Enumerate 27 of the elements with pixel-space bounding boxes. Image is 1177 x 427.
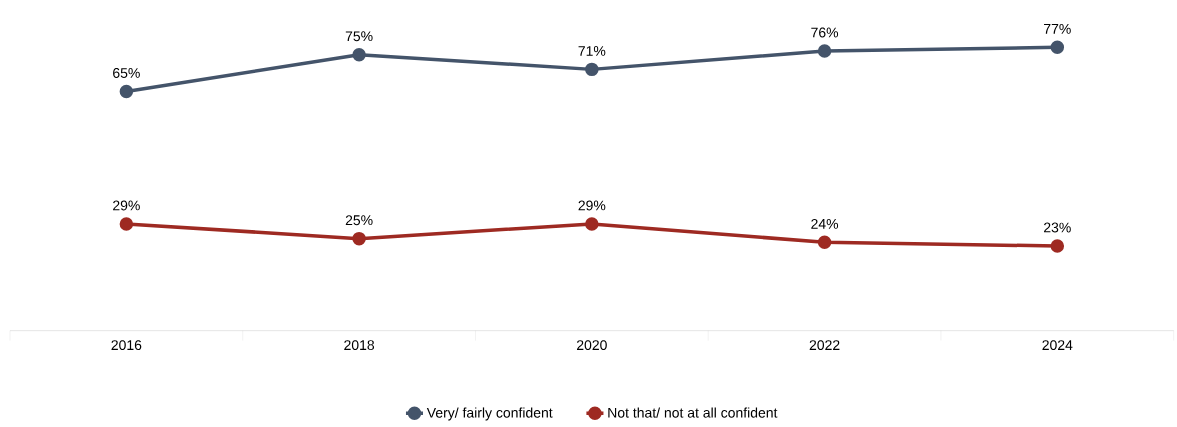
point (817, 44, 832, 58)
point (352, 48, 366, 62)
data-label: 65% (113, 68, 140, 79)
x-tick-label: 2018 (344, 340, 375, 351)
point (1050, 239, 1065, 253)
data-label: 24% (811, 219, 839, 230)
data-label: 77% (1044, 24, 1071, 35)
point (585, 217, 599, 231)
data-label: 29% (113, 200, 140, 211)
data-label: 76% (811, 27, 839, 38)
data-label: 29% (578, 200, 606, 211)
point (119, 217, 134, 231)
x-tick-label: 2016 (111, 340, 142, 351)
data-label: 75% (345, 31, 373, 42)
x-tick-label: 2020 (576, 340, 607, 351)
data-label: 25% (345, 215, 373, 226)
point (119, 84, 134, 99)
point (1050, 40, 1065, 55)
data-label: 71% (578, 46, 606, 57)
point (817, 235, 832, 250)
data-label: 23% (1044, 222, 1071, 233)
point (585, 62, 599, 77)
x-tick-label: 2022 (809, 340, 840, 351)
legend-label: Very/ fairly confident (426, 407, 553, 421)
legend-label: Not that/ not at all confident (608, 407, 778, 418)
x-tick-label: 2024 (1042, 340, 1073, 351)
point (352, 232, 366, 246)
